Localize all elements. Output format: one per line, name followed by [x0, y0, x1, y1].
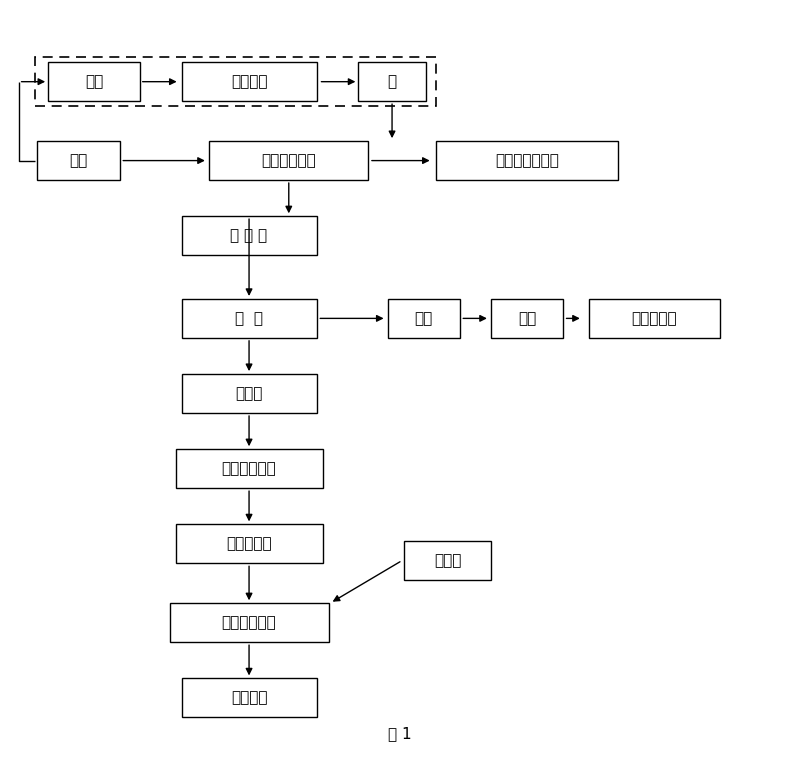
- Text: 生物柴油转化: 生物柴油转化: [222, 615, 277, 631]
- Bar: [491, 299, 563, 338]
- Text: （低温）压榨油: （低温）压榨油: [495, 153, 559, 168]
- Bar: [34, 57, 436, 107]
- Bar: [175, 525, 322, 563]
- Text: 仁壳分离: 仁壳分离: [231, 74, 267, 89]
- Bar: [404, 540, 491, 580]
- Text: 脱壳: 脱壳: [85, 74, 103, 89]
- Text: 湿粕: 湿粕: [414, 311, 433, 326]
- Text: 生物柴油: 生物柴油: [231, 690, 267, 706]
- Bar: [170, 603, 329, 642]
- Text: 图 1: 图 1: [388, 726, 412, 740]
- Bar: [182, 374, 317, 413]
- Text: 脱溶脱脂粕: 脱溶脱脂粕: [631, 311, 677, 326]
- Bar: [182, 62, 317, 101]
- Text: （低温）压榨: （低温）压榨: [262, 153, 316, 168]
- Bar: [182, 678, 317, 718]
- Text: 催化剂: 催化剂: [434, 553, 462, 568]
- Bar: [182, 299, 317, 338]
- Text: 压 榨 饼: 压 榨 饼: [230, 228, 268, 243]
- Bar: [388, 299, 459, 338]
- Text: 仁: 仁: [387, 74, 397, 89]
- Bar: [175, 449, 322, 488]
- Bar: [436, 141, 618, 180]
- Bar: [589, 299, 720, 338]
- Bar: [358, 62, 426, 101]
- Bar: [210, 141, 368, 180]
- Text: 油料: 油料: [69, 153, 87, 168]
- Bar: [49, 62, 140, 101]
- Bar: [37, 141, 120, 180]
- Bar: [182, 217, 317, 255]
- Text: 浓缩混合油: 浓缩混合油: [226, 536, 272, 551]
- Text: 蒸发（冷却）: 蒸发（冷却）: [222, 461, 277, 476]
- Text: 浸  出: 浸 出: [235, 311, 263, 326]
- Text: 混合油: 混合油: [235, 386, 262, 401]
- Text: 脱溶: 脱溶: [518, 311, 536, 326]
